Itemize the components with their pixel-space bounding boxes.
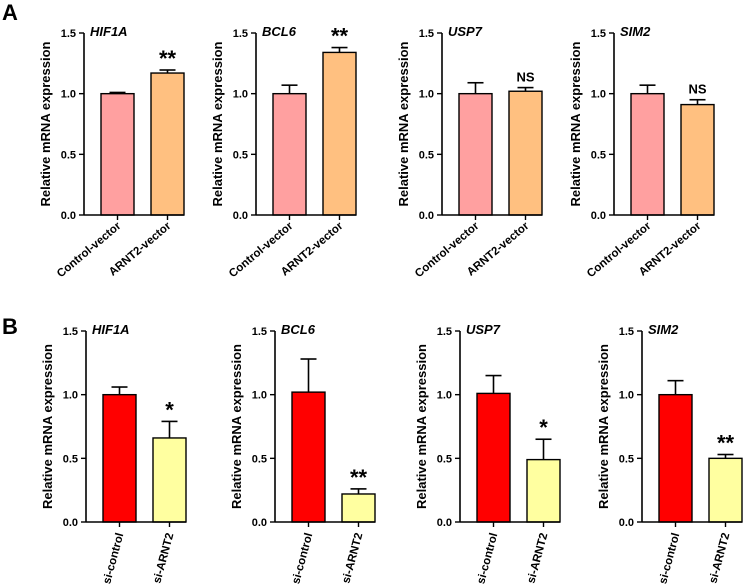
category-label: si-ARNT2 [707,532,732,585]
bar-control-vector [630,92,665,216]
gene-title: BCL6 [281,322,316,337]
y-tick-label: 0.5 [619,453,634,465]
chart-b-sim2: 0.0 0.5 1.0 1.5 si-control si-ARNT2 Relative m… [596,322,743,585]
y-axis-label: Relative mRNA expression [396,41,411,206]
y-axis-label: Relative mRNA expression [596,344,611,509]
category-label: si-control [290,532,315,585]
gene-title: USP7 [466,322,501,337]
y-tick-label: 1.5 [252,326,267,338]
significance-marker: * [539,415,548,440]
y-tick-label: 1.0 [437,390,452,402]
y-tick-label: 1.5 [419,28,434,40]
chart-b-hif1a: 0.0 0.5 1.0 1.5 si-control si-ARNT2 Relative m… [40,322,187,585]
y-tick-label: 0.5 [419,149,434,161]
y-tick-label: 0.5 [63,453,78,465]
significance-marker: ** [331,24,349,49]
y-tick-label: 0.0 [437,517,452,529]
chart-a-usp7: 0.00.51.01.5Control-vectorARNT2-vectorRe… [396,24,543,280]
gene-title: SIM2 [648,322,679,337]
chart-b-usp7: 0.0 0.5 1.0 1.5 si-control si-ARNT2 Relative m… [414,322,561,585]
bar-control-vector [100,92,135,216]
bar-si-arnt2 [152,437,187,523]
y-axis-label: Relative mRNA expression [568,41,583,206]
y-tick-label: 1.0 [419,89,434,101]
y-tick-label: 0.5 [233,149,248,161]
y-tick-label: 0.5 [437,453,452,465]
bar-si-arnt2 [341,493,376,523]
bar-si-control [476,392,511,523]
bar-si-control [291,391,326,523]
bar-control-vector [458,92,493,216]
y-tick-label: 1.0 [233,89,248,101]
category-label: si-ARNT2 [340,532,365,585]
gene-title: HIF1A [92,322,130,337]
bar-arnt2-vector [680,103,715,216]
y-tick-label: 1.0 [252,390,267,402]
chart-a-bcl6: 0.00.51.01.5Control-vectorARNT2-vectorRe… [210,24,357,280]
y-tick-label: 1.0 [61,89,76,101]
chart-b-bcl6: 0.0 0.5 1.0 1.5 si-control si-ARNT2 Relative m… [229,322,376,585]
y-tick-label: 1.0 [619,390,634,402]
significance-marker: NS [516,70,534,85]
y-tick-label: 0.5 [252,453,267,465]
y-axis-label: Relative mRNA expression [40,344,55,509]
y-tick-label: 0.0 [252,517,267,529]
y-tick-label: 0.0 [419,210,434,222]
y-tick-label: 0.0 [233,210,248,222]
chart-a-hif1a: 0.00.51.01.5Control-vectorARNT2-vectorRe… [38,24,185,280]
significance-marker: * [165,397,174,422]
bar-arnt2-vector [322,51,357,216]
category-label: si-control [475,532,500,585]
bar-arnt2-vector [150,72,185,216]
bar-si-arnt2 [526,458,561,523]
y-tick-label: 1.5 [619,326,634,338]
y-tick-label: 0.0 [63,517,78,529]
significance-marker: ** [717,431,735,456]
bar-si-arnt2 [708,457,743,523]
gene-title: USP7 [448,24,483,39]
y-tick-label: 0.5 [61,149,76,161]
y-tick-label: 1.5 [63,326,78,338]
y-axis-label: Relative mRNA expression [210,41,225,206]
chart-a-sim2: 0.00.51.01.5Control-vectorARNT2-vectorRe… [568,24,715,280]
category-label: si-control [101,532,126,585]
y-axis-label: Relative mRNA expression [414,344,429,509]
gene-title: HIF1A [90,24,128,39]
y-tick-label: 1.5 [437,326,452,338]
y-tick-label: 1.0 [591,89,606,101]
gene-title: SIM2 [620,24,651,39]
significance-marker: ** [159,46,177,71]
y-tick-label: 0.0 [61,210,76,222]
y-tick-label: 0.0 [619,517,634,529]
y-tick-label: 0.0 [591,210,606,222]
significance-marker: ** [350,465,368,490]
category-label: si-ARNT2 [151,532,176,585]
significance-marker: NS [688,82,706,97]
bar-si-control [102,393,137,523]
bar-arnt2-vector [508,90,543,216]
category-label: si-control [657,532,682,585]
category-label: si-ARNT2 [525,532,550,585]
y-tick-label: 1.5 [233,28,248,40]
y-tick-label: 1.5 [61,28,76,40]
bar-si-control [658,393,693,523]
y-axis-label: Relative mRNA expression [38,41,53,206]
panel-label-b: B [2,314,18,339]
y-tick-label: 1.0 [63,390,78,402]
gene-title: BCL6 [262,24,297,39]
panel-label-a: A [2,0,18,25]
y-tick-label: 1.5 [591,28,606,40]
y-tick-label: 0.5 [591,149,606,161]
y-axis-label: Relative mRNA expression [229,344,244,509]
bar-control-vector [272,92,307,216]
